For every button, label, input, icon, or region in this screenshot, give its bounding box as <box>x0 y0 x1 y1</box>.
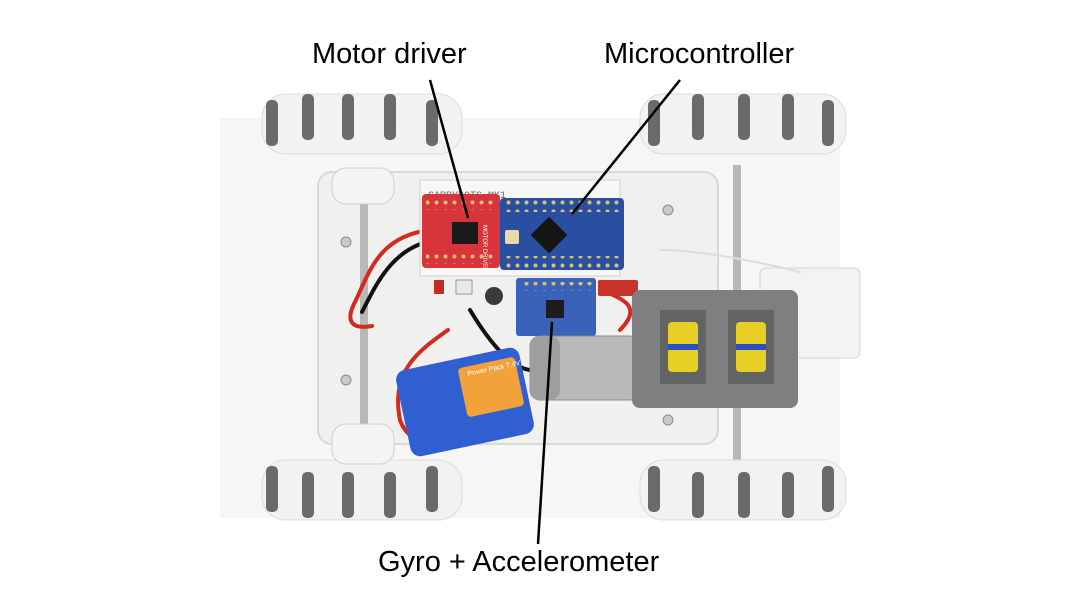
motor-driver-label: Motor driver <box>312 38 467 70</box>
battery-pack: Power Pack 7.4V <box>396 347 534 457</box>
hub-bottom-left <box>331 423 395 465</box>
gyro-accelerometer-board <box>516 278 596 336</box>
switch-and-connectors <box>434 279 638 305</box>
motor-driver-board: MOTOR DRIVER <box>422 194 500 272</box>
microcontroller-label: Microcontroller <box>604 38 795 70</box>
gyro-accelerometer-label: Gyro + Accelerometer <box>378 546 660 578</box>
hub-top-left <box>331 167 395 205</box>
dc-motor <box>529 335 641 401</box>
wheel-bottom-right <box>639 459 847 521</box>
microcontroller-board <box>500 198 624 270</box>
left-axle <box>360 180 368 450</box>
wheel-bottom-left <box>261 459 463 521</box>
wheel-top-right <box>639 93 847 155</box>
leader-lines <box>428 79 681 545</box>
screws <box>340 204 674 426</box>
wheel-top-left <box>261 93 463 155</box>
motor-driver-silkscreen: MOTOR DRIVER <box>481 225 487 272</box>
gearbox <box>632 290 798 408</box>
